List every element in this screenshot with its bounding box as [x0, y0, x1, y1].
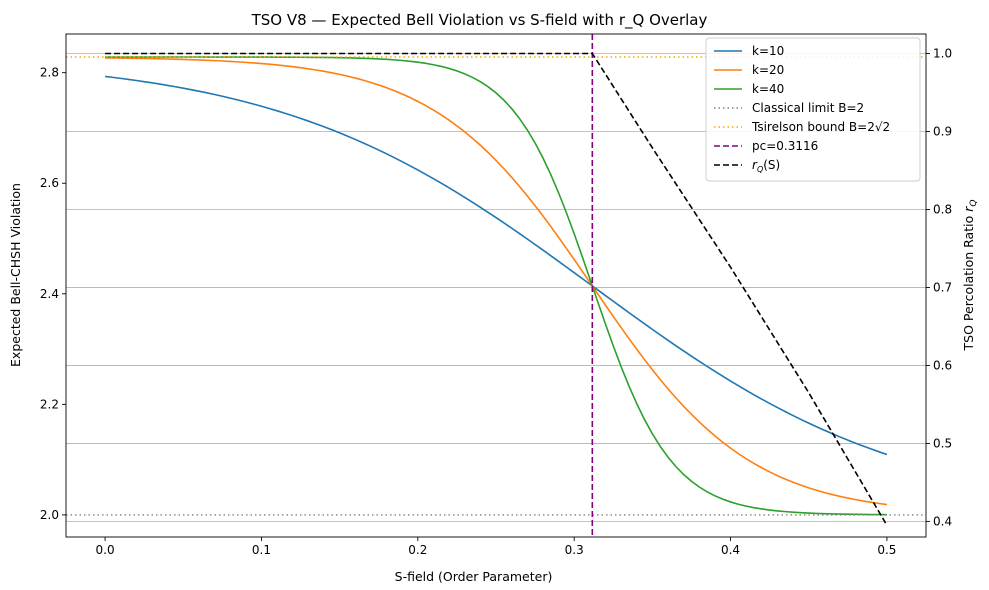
y-tick-label-left: 2.8	[40, 66, 59, 80]
legend-label: rQ(S)	[752, 158, 780, 174]
y-tick-label-right: 0.6	[933, 358, 952, 372]
y-axis-label-right-text: TSO Percolation Ratio	[961, 212, 976, 352]
y-tick-label-right: 1.0	[933, 46, 952, 60]
legend-box	[705, 37, 921, 182]
legend-label: k=20	[752, 63, 784, 77]
legend-label-symbol: r	[752, 158, 758, 172]
x-tick-label: 0.2	[408, 543, 427, 557]
y-tick-label-right: 0.7	[933, 280, 952, 294]
y-tick-label-right: 0.9	[933, 124, 952, 138]
y-tick-label-right: 0.5	[933, 436, 952, 450]
x-tick-label: 0.5	[877, 543, 896, 557]
legend-label: pc=0.3116	[752, 139, 818, 153]
ticks: 0.0 0.1 0.2 0.3 0.4 0.5 2.0 2.2 2.4 2.6 2.8 0.4 0.5 0…	[40, 46, 952, 557]
y-tick-label-left: 2.6	[40, 176, 59, 190]
legend-label: k=10	[752, 44, 784, 58]
legend-label: k=40	[752, 82, 784, 96]
legend-label: Tsirelson bound B=2√2	[751, 120, 890, 134]
y-axis-label-right: TSO Percolation Ratio rQ	[961, 200, 979, 352]
y-axis-label-left: Expected Bell-CHSH Violation	[8, 183, 23, 367]
series-line-k-40	[105, 56, 887, 516]
y-tick-label-left: 2.2	[40, 397, 59, 411]
y-tick-label-right: 0.4	[933, 514, 952, 528]
y-tick-label-left: 2.0	[40, 508, 59, 522]
legend-label-suffix: (S)	[763, 158, 780, 172]
legend-label-subscript: Q	[757, 165, 763, 174]
x-tick-label: 0.1	[252, 543, 271, 557]
rq-overlay-line	[105, 52, 888, 526]
series-line-k-10	[104, 75, 888, 456]
axes-frame	[65, 33, 927, 538]
axes	[65, 33, 927, 538]
y-axis-label-right-subscript: Q	[969, 200, 979, 207]
series-line-k-20	[105, 57, 888, 506]
y-tick-label-left: 2.4	[40, 287, 59, 301]
x-axis-label: S-field (Order Parameter)	[395, 569, 553, 584]
legend: k=10 k=20 k=40 Classical limit B=2 Tsirelson…	[705, 37, 921, 182]
chart-title: TSO V8 — Expected Bell Violation vs S-fi…	[251, 11, 708, 30]
x-tick-label: 0.3	[565, 543, 584, 557]
x-tick-label: 0.4	[721, 543, 740, 557]
y-tick-label-right: 0.8	[933, 202, 952, 216]
x-tick-label: 0.0	[96, 543, 115, 557]
y-axis-label-right-symbol: r	[961, 206, 976, 212]
legend-label: Classical limit B=2	[752, 101, 864, 115]
